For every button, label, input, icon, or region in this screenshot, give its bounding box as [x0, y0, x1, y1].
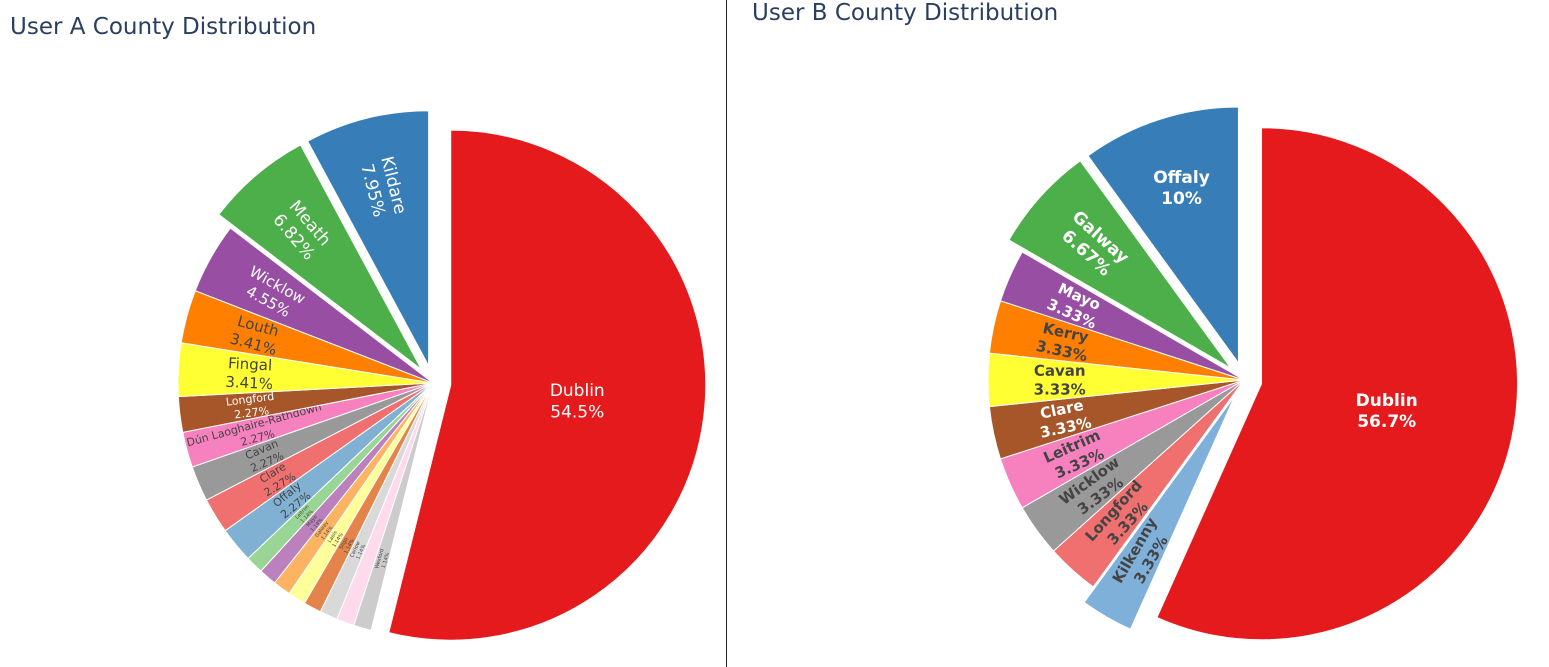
- pie-slice-dublin: [1156, 127, 1518, 641]
- slice-name-text: Sligo: [338, 537, 349, 551]
- pie-slice-dublin: [388, 129, 707, 641]
- chart-title: User A County Distribution: [10, 14, 317, 40]
- slice-name-text: Cavan: [1034, 362, 1086, 380]
- chart-panel-user-a: User A County Distribution Dublin 54.5% We…: [0, 0, 726, 667]
- slice-name-text: Longford: [225, 390, 275, 409]
- slice-percent-text: 10%: [1161, 189, 1202, 209]
- chart-title: User B County Distribution: [752, 0, 1059, 26]
- pie-slice-wicklow: [194, 227, 434, 384]
- pie-chart-user-a: Dublin54.5%Wexford1.14%Carlow1.14%Sligo1…: [177, 110, 707, 641]
- pie-slice-kildare: [307, 110, 430, 366]
- slice-percent-text: 3.33%: [1034, 381, 1086, 399]
- slice-name-text: Dublin: [1356, 391, 1418, 411]
- pie-chart-user-b: Dublin56.7%Kilkenny3.33%Longford3.33%Wic…: [987, 106, 1518, 641]
- panel-divider: [726, 0, 727, 667]
- slice-percent-text: 2.27%: [234, 404, 270, 421]
- slice-name-text: Fingal: [228, 354, 273, 374]
- pie-slice-offaly: [1087, 106, 1239, 365]
- pie-slice-meath: [218, 144, 422, 370]
- pie-slice-galway: [1008, 160, 1232, 369]
- pie-slice-mayo: [999, 251, 1245, 381]
- slice-percent-text: 1.14%: [381, 552, 391, 569]
- slice-percent-text: 54.5%: [550, 402, 604, 422]
- slice-percent-text: 3.41%: [225, 373, 274, 393]
- slice-name-text: Wexford: [374, 548, 385, 569]
- slice-name-text: Dublin: [550, 381, 605, 401]
- slice-percent-text: 56.7%: [1357, 412, 1416, 432]
- slice-name-text: Offaly: [1153, 168, 1210, 188]
- chart-panel-user-b: User B County Distribution Dublin 56.7% Ki…: [727, 0, 1549, 667]
- pie-slice-kilkenny: [1083, 395, 1236, 630]
